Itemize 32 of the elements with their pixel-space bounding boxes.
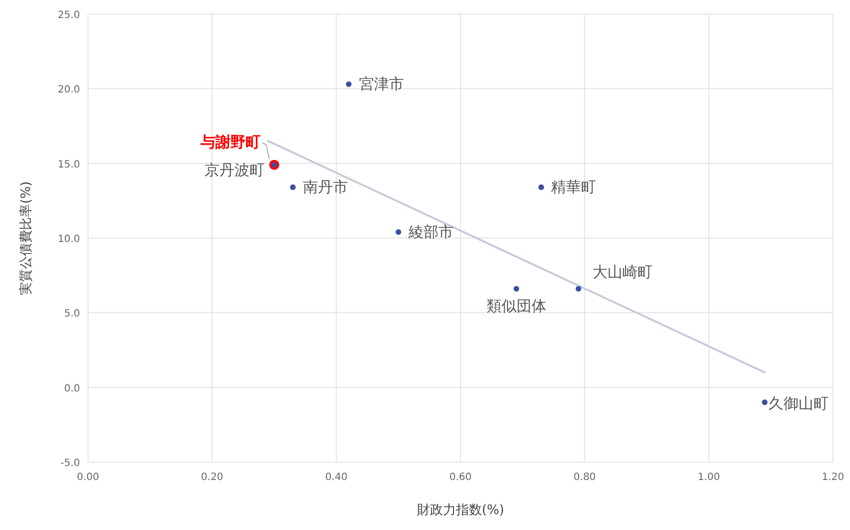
annotation: 京丹波町 <box>204 160 264 179</box>
annotation: 南丹市 <box>302 178 348 196</box>
point <box>762 399 768 406</box>
x-tick-label: 0.80 <box>574 472 596 483</box>
point <box>514 286 520 292</box>
x-axis-title: 財政力指数(%) <box>416 503 504 518</box>
point <box>396 229 402 235</box>
y-tick-label: 15.0 <box>58 159 80 170</box>
annotation: 綾部市 <box>407 223 454 242</box>
y-tick-label: 5.0 <box>64 308 80 320</box>
y-tick-label: 10.0 <box>58 234 80 245</box>
x-tick-label: 0.60 <box>449 472 472 483</box>
annotation: 久御山町 <box>768 394 829 412</box>
y-tick-label: -5.0 <box>60 458 80 469</box>
annotation: 精華町 <box>551 178 596 196</box>
x-tick-label: 0.40 <box>325 472 348 483</box>
point <box>346 81 352 87</box>
point <box>290 184 296 190</box>
annotation: 類似団体 <box>486 296 546 315</box>
x-tick-label: 0.00 <box>76 472 100 483</box>
annotation: 宮津市 <box>358 75 404 94</box>
series-label: 与謝野町 <box>199 132 260 151</box>
point <box>576 286 582 292</box>
y-tick-label: 20.0 <box>58 84 80 96</box>
x-tick-label: 1.20 <box>822 472 844 483</box>
y-tick-label: 25.0 <box>58 10 80 21</box>
y-axis-title: 実質公債費比率(%) <box>18 181 34 295</box>
annotation: 大山崎町 <box>592 262 652 281</box>
x-tick-label: 0.20 <box>201 472 224 483</box>
x-tick-label: 1.00 <box>698 472 720 483</box>
point <box>538 184 544 190</box>
y-tick-label: 0.0 <box>64 383 80 394</box>
